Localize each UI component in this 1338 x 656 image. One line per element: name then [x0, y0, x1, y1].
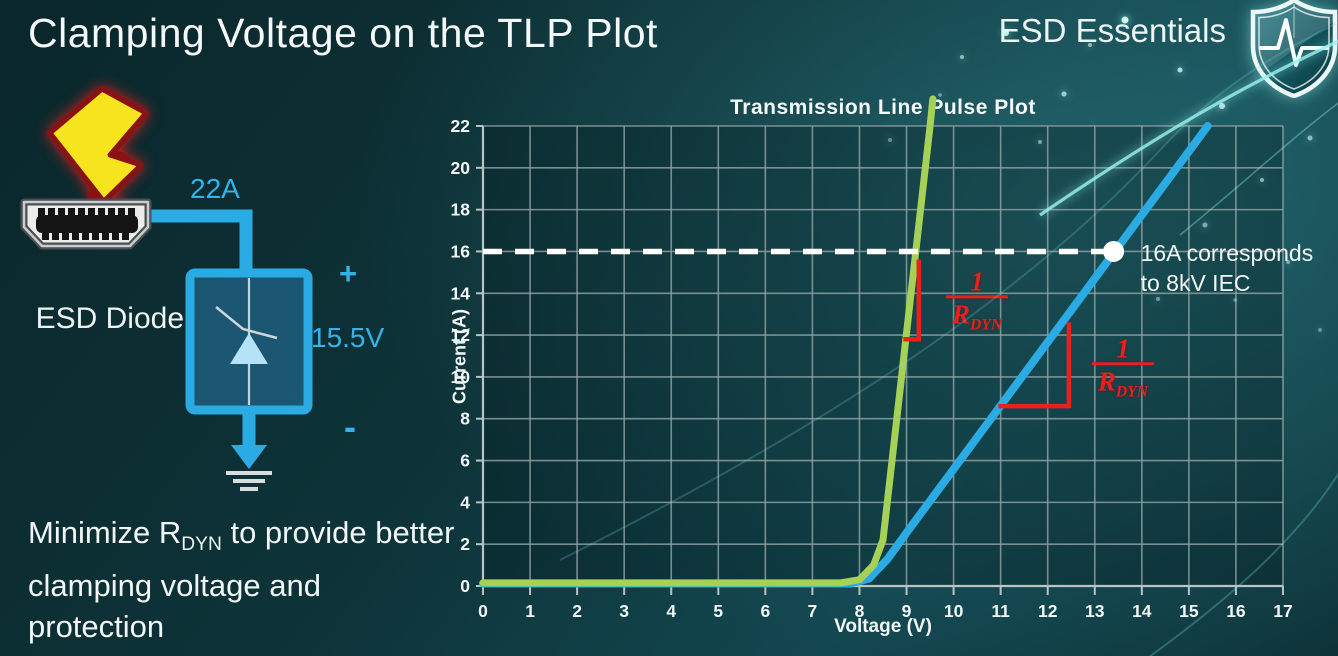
svg-text:4: 4 [666, 601, 676, 621]
svg-text:13: 13 [1085, 601, 1105, 621]
svg-text:14: 14 [1132, 601, 1152, 621]
fraction-numerator: 1 [970, 266, 984, 297]
svg-text:0: 0 [478, 601, 488, 621]
svg-text:11: 11 [991, 601, 1010, 621]
ground-arrow [231, 410, 267, 469]
chart-canvas: 0 1 2 3 4 5 6 7 8 9 10 11 12 13 14 15 16 17 0 2 4 6 8 10 12 14 16 1… [440, 95, 1338, 656]
svg-text:8: 8 [460, 409, 470, 429]
note-sub: DYN [181, 534, 222, 556]
tlp-chart: Transmission Line Pulse Plot Current (A)… [440, 95, 1338, 656]
svg-text:17: 17 [1273, 601, 1292, 621]
svg-text:1: 1 [525, 601, 535, 621]
hdmi-connector-icon [20, 198, 152, 250]
svg-text:16: 16 [1226, 601, 1246, 621]
svg-text:0: 0 [460, 576, 470, 596]
svg-text:10: 10 [451, 367, 471, 387]
iec-marker-line1: 16A corresponds [1140, 240, 1314, 267]
rdyn-fraction-blue: 1 RDYN [1091, 332, 1155, 407]
svg-text:18: 18 [451, 200, 471, 220]
iec-marker-line2: to 8kV IEC [1140, 270, 1251, 297]
iec-marker-label: 16A corresponds to 8kV IEC [1141, 238, 1314, 298]
svg-text:9: 9 [902, 601, 912, 621]
surge-wire [150, 209, 253, 277]
svg-text:20: 20 [451, 158, 471, 178]
svg-text:15: 15 [1179, 601, 1199, 621]
surge-current-label: 22A [190, 173, 240, 204]
page-title: Clamping Voltage on the TLP Plot [28, 10, 658, 56]
svg-text:7: 7 [808, 601, 818, 621]
minus-label: - [344, 406, 356, 447]
svg-text:10: 10 [944, 601, 964, 621]
svg-text:6: 6 [760, 601, 770, 621]
chart-title: Transmission Line Pulse Plot [730, 96, 1036, 119]
svg-text:22: 22 [451, 116, 471, 136]
fraction-numerator: 1 [1116, 332, 1130, 363]
svg-text:2: 2 [572, 601, 582, 621]
rdyn-fraction-green: 1 RDYN [946, 266, 1009, 340]
esd-diode-box [185, 268, 313, 415]
plus-label: + [339, 256, 358, 291]
svg-text:5: 5 [713, 601, 723, 621]
brand-name: ESD Essentials [998, 12, 1226, 49]
x-axis-label: Voltage (V) [834, 616, 932, 637]
clamp-voltage-label: 15.5V [311, 322, 385, 353]
note-text: Minimize RDYN to provide better clamping… [28, 512, 458, 647]
svg-text:12: 12 [451, 325, 471, 345]
fraction-denominator: RDYN [1091, 361, 1155, 407]
fraction-denominator: RDYN [946, 295, 1009, 340]
zener-diode-symbol [215, 278, 278, 405]
svg-text:12: 12 [1038, 601, 1058, 621]
svg-text:6: 6 [460, 451, 470, 471]
svg-text:16: 16 [451, 241, 471, 261]
svg-text:8: 8 [855, 601, 865, 621]
lightning-bolt-icon [47, 86, 149, 220]
note-pre: Minimize R [28, 515, 182, 550]
svg-text:3: 3 [619, 601, 629, 621]
shield-pulse-icon [1250, 0, 1338, 98]
svg-text:4: 4 [460, 492, 470, 512]
esd-circuit-diagram [20, 86, 313, 491]
ground-icon [226, 471, 272, 491]
esd-diode-label: ESD Diode [35, 302, 184, 335]
svg-text:14: 14 [451, 283, 471, 303]
note-post: to provide better clamping voltage and p… [28, 515, 455, 645]
svg-text:2: 2 [460, 534, 470, 554]
